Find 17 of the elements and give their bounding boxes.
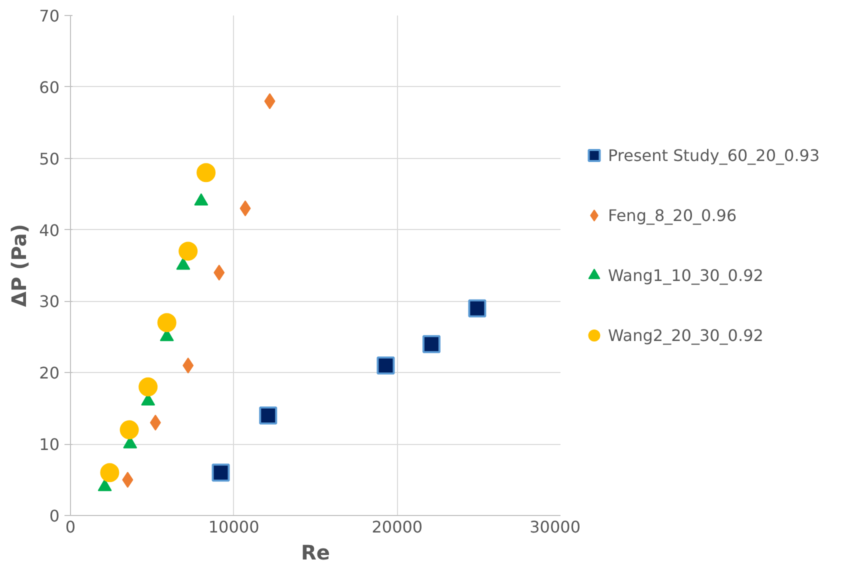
y-axis-title: ΔP (Pa) bbox=[7, 224, 32, 307]
x-tick-label: 20000 bbox=[372, 518, 423, 536]
x-tick-label: 30000 bbox=[530, 518, 581, 536]
y-tick-label: 60 bbox=[39, 78, 60, 97]
legend-label: Wang2_20_30_0.92 bbox=[608, 326, 764, 345]
legend-label: Wang1_10_30_0.92 bbox=[608, 266, 764, 285]
y-tick-label: 30 bbox=[39, 292, 60, 312]
x-tick-label: 10000 bbox=[208, 518, 260, 536]
y-tick-label: 50 bbox=[39, 149, 60, 168]
legend-label: Present Study_60_20_0.93 bbox=[608, 146, 820, 165]
y-tick-label: 70 bbox=[39, 6, 60, 26]
y-tick-label: 40 bbox=[39, 220, 60, 240]
y-tick-label: 20 bbox=[39, 364, 60, 383]
y-tick-label: 10 bbox=[39, 435, 60, 454]
legend-label: Feng_8_20_0.96 bbox=[608, 206, 737, 225]
x-tick-label: 0 bbox=[65, 518, 76, 536]
x-axis-title: Re bbox=[301, 540, 330, 564]
